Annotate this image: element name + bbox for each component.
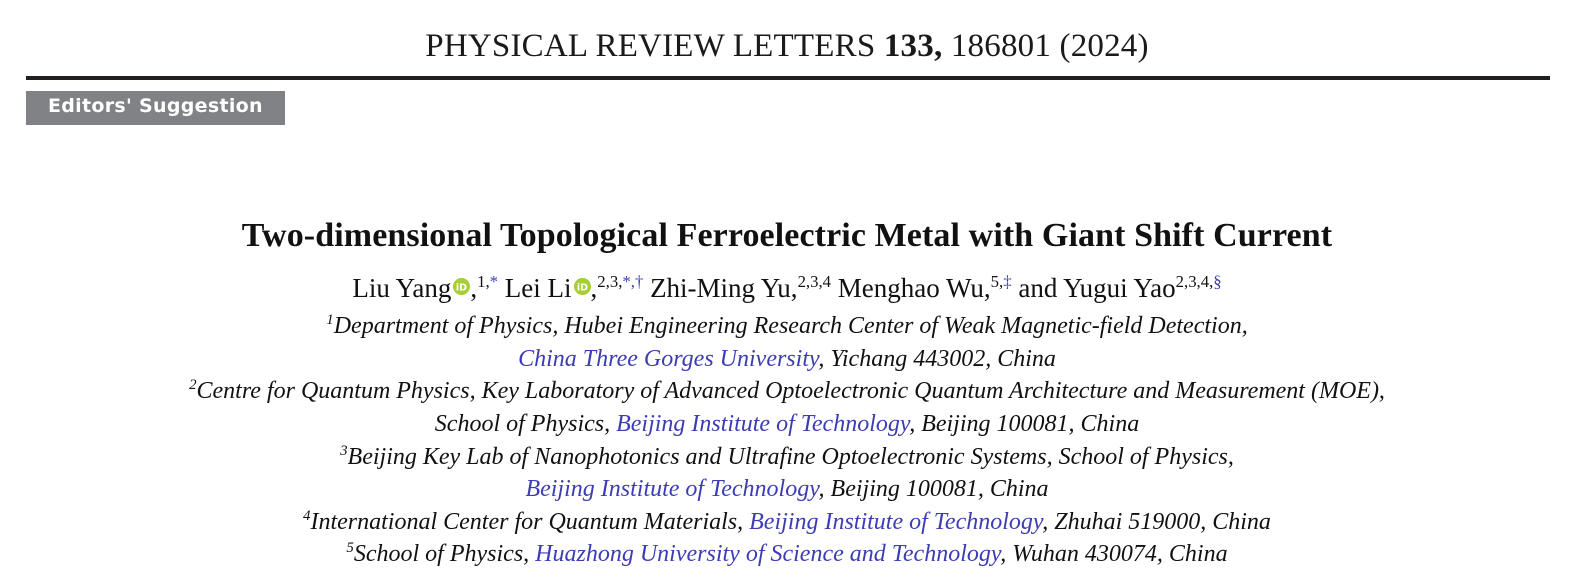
institution-link[interactable]: China Three Gorges University (518, 345, 819, 372)
svg-text:iD: iD (576, 282, 587, 293)
institution-link[interactable]: Beijing Institute of Technology (616, 410, 910, 437)
journal-header: PHYSICAL REVIEW LETTERS 133, 186801 (202… (0, 0, 1574, 64)
affiliation-text: , Yichang 443002, China (818, 345, 1056, 372)
badge-row: Editors' Suggestion (26, 91, 285, 125)
affiliation-list: 1Department of Physics, Hubei Engineerin… (0, 310, 1574, 571)
author-entry: Zhi-Ming Yu,2,3,4 (650, 273, 831, 303)
institution-link[interactable]: Huazhong University of Science and Techn… (535, 541, 1001, 568)
institution-link[interactable]: Beijing Institute of Technology (749, 508, 1043, 535)
journal-article-id: 186801 (2024) (950, 28, 1149, 64)
author-entry: Lei Li iD ,2,3,*,† (504, 272, 644, 303)
journal-volume: 133, (883, 28, 943, 64)
institution-link[interactable]: Beijing Institute of Technology (525, 476, 819, 503)
orcid-icon[interactable]: iD (573, 278, 591, 295)
affiliation-line: 4International Center for Quantum Materi… (0, 506, 1574, 539)
article-title: Two-dimensional Topological Ferroelectri… (241, 216, 1333, 254)
journal-name: PHYSICAL REVIEW LETTERS (425, 28, 876, 64)
affiliation-line: Beijing Institute of Technology, Beijing… (0, 473, 1574, 506)
affiliation-line: China Three Gorges University, Yichang 4… (0, 343, 1574, 376)
affiliation-line: School of Physics, Beijing Institute of … (0, 408, 1574, 441)
author-list: Liu Yang iD ,1,* Lei Li iD ,2,3,*,† Zhi-Ming… (0, 272, 1574, 304)
affiliation-text: , Beijing 100081, China (818, 476, 1049, 503)
author-entry: Yugui Yao2,3,4,§ (1063, 273, 1222, 303)
affiliation-text: Department of Physics, Hubei Engineering… (333, 313, 1248, 339)
author-affiliation-marker: 2,3,4,§ (1175, 272, 1222, 291)
author-name[interactable]: Zhi-Ming Yu, (650, 273, 798, 303)
author-affiliation-marker: 2,3,*,† (597, 272, 644, 291)
affiliation-text: , Zhuhai 519000, China (1042, 508, 1271, 535)
author-entry: Menghao Wu,5,‡ (838, 273, 1012, 303)
affiliation-number: 4 (303, 507, 311, 524)
author-entry: Liu Yang iD ,1,* (352, 272, 499, 303)
svg-text:iD: iD (456, 282, 467, 293)
author-affiliation-marker: 2,3,4 (797, 272, 832, 291)
affiliation-text: Beijing Key Lab of Nanophotonics and Ult… (347, 443, 1234, 470)
author-name[interactable]: Menghao Wu, (837, 273, 991, 303)
header-divider-rule (26, 76, 1550, 80)
editors-suggestion-badge[interactable]: Editors' Suggestion (26, 91, 285, 125)
affiliation-text: International Center for Quantum Materia… (310, 508, 750, 535)
author-name[interactable]: Yugui Yao (1063, 273, 1176, 303)
affiliation-line: 5School of Physics, Huazhong University … (0, 538, 1574, 571)
author-name[interactable]: Lei Li (504, 273, 572, 303)
affiliation-text: Centre for Quantum Physics, Key Laborato… (196, 378, 1385, 405)
affiliation-line: 2Centre for Quantum Physics, Key Laborat… (0, 375, 1574, 408)
author-name[interactable]: Liu Yang (352, 273, 452, 303)
orcid-icon[interactable]: iD (453, 278, 471, 295)
affiliation-text: School of Physics, (434, 410, 617, 437)
author-affiliation-marker: 5,‡ (990, 272, 1012, 291)
affiliation-number: 3 (340, 442, 348, 459)
author-conjunction: and (1018, 273, 1058, 303)
affiliation-text: School of Physics, (353, 541, 536, 568)
affiliation-text: , Wuhan 430074, China (1000, 541, 1228, 568)
affiliation-line: 1Department of Physics, Hubei Engineerin… (0, 310, 1574, 343)
author-affiliation-marker: 1,* (477, 272, 499, 291)
affiliation-line: 3Beijing Key Lab of Nanophotonics and Ul… (0, 441, 1574, 474)
affiliation-number: 2 (189, 377, 197, 394)
affiliation-number: 5 (346, 540, 354, 557)
affiliation-number: 1 (326, 312, 334, 328)
affiliation-text: , Beijing 100081, China (909, 410, 1140, 437)
